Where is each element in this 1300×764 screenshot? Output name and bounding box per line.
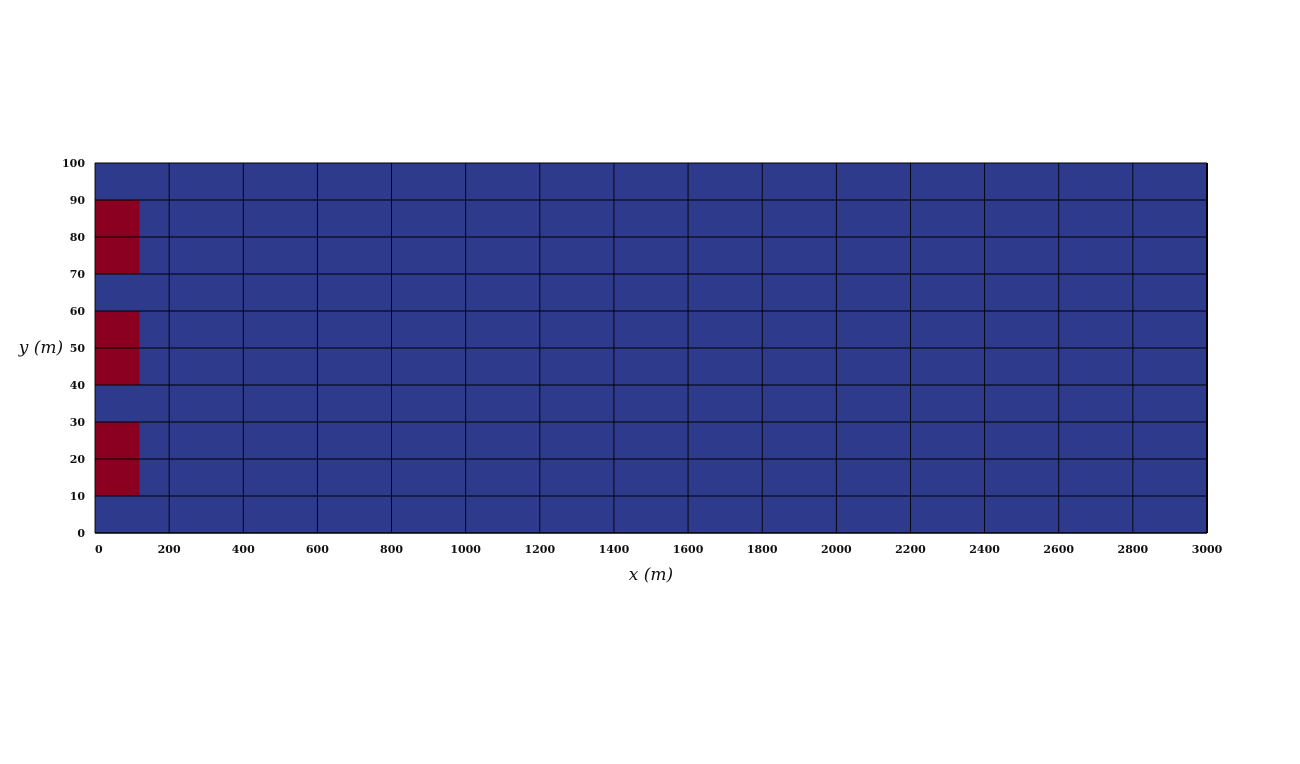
grid-layer bbox=[94, 162, 1208, 534]
y-tick-label: 90 bbox=[70, 194, 86, 207]
x-tick-label: 600 bbox=[306, 543, 329, 556]
x-tick-label: 2000 bbox=[821, 543, 852, 556]
y-tick-label: 70 bbox=[70, 268, 86, 281]
x-tick-label: 3000 bbox=[1192, 543, 1223, 556]
y-tick-label: 10 bbox=[70, 490, 86, 503]
x-tick-label: 0 bbox=[95, 543, 103, 556]
y-tick-label: 30 bbox=[70, 416, 86, 429]
x-tick-label: 1000 bbox=[450, 543, 481, 556]
x-axis-label: x (m) bbox=[629, 565, 673, 585]
tick-label-layer: 0 200 400 600 800 1000 1200 1400 1600 1800 2000 220… bbox=[62, 157, 1223, 556]
x-tick-label: 800 bbox=[380, 543, 403, 556]
y-tick-label: 20 bbox=[70, 453, 86, 466]
x-tick-label: 400 bbox=[232, 543, 255, 556]
y-tick-label: 0 bbox=[77, 527, 85, 540]
x-tick-label: 200 bbox=[158, 543, 181, 556]
x-tick-label: 2600 bbox=[1043, 543, 1074, 556]
x-tick-label: 1200 bbox=[524, 543, 555, 556]
x-tick-label: 2800 bbox=[1118, 543, 1149, 556]
y-axis-label: y (m) bbox=[18, 338, 63, 358]
x-tick-label: 2200 bbox=[895, 543, 926, 556]
x-tick-label: 2400 bbox=[969, 543, 1000, 556]
y-tick-label: 80 bbox=[70, 231, 86, 244]
x-tick-label: 1400 bbox=[599, 543, 630, 556]
y-tick-label: 100 bbox=[62, 157, 85, 170]
x-tick-label: 1800 bbox=[747, 543, 778, 556]
y-tick-label: 40 bbox=[70, 379, 86, 392]
y-tick-label: 50 bbox=[70, 342, 86, 355]
y-tick-label: 60 bbox=[70, 305, 86, 318]
x-tick-label: 1600 bbox=[673, 543, 704, 556]
